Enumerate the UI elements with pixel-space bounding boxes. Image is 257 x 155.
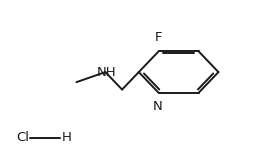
Text: N: N bbox=[153, 100, 162, 113]
Text: Cl: Cl bbox=[17, 131, 30, 144]
Text: H: H bbox=[62, 131, 72, 144]
Text: F: F bbox=[155, 31, 162, 44]
Text: NH: NH bbox=[97, 66, 116, 79]
